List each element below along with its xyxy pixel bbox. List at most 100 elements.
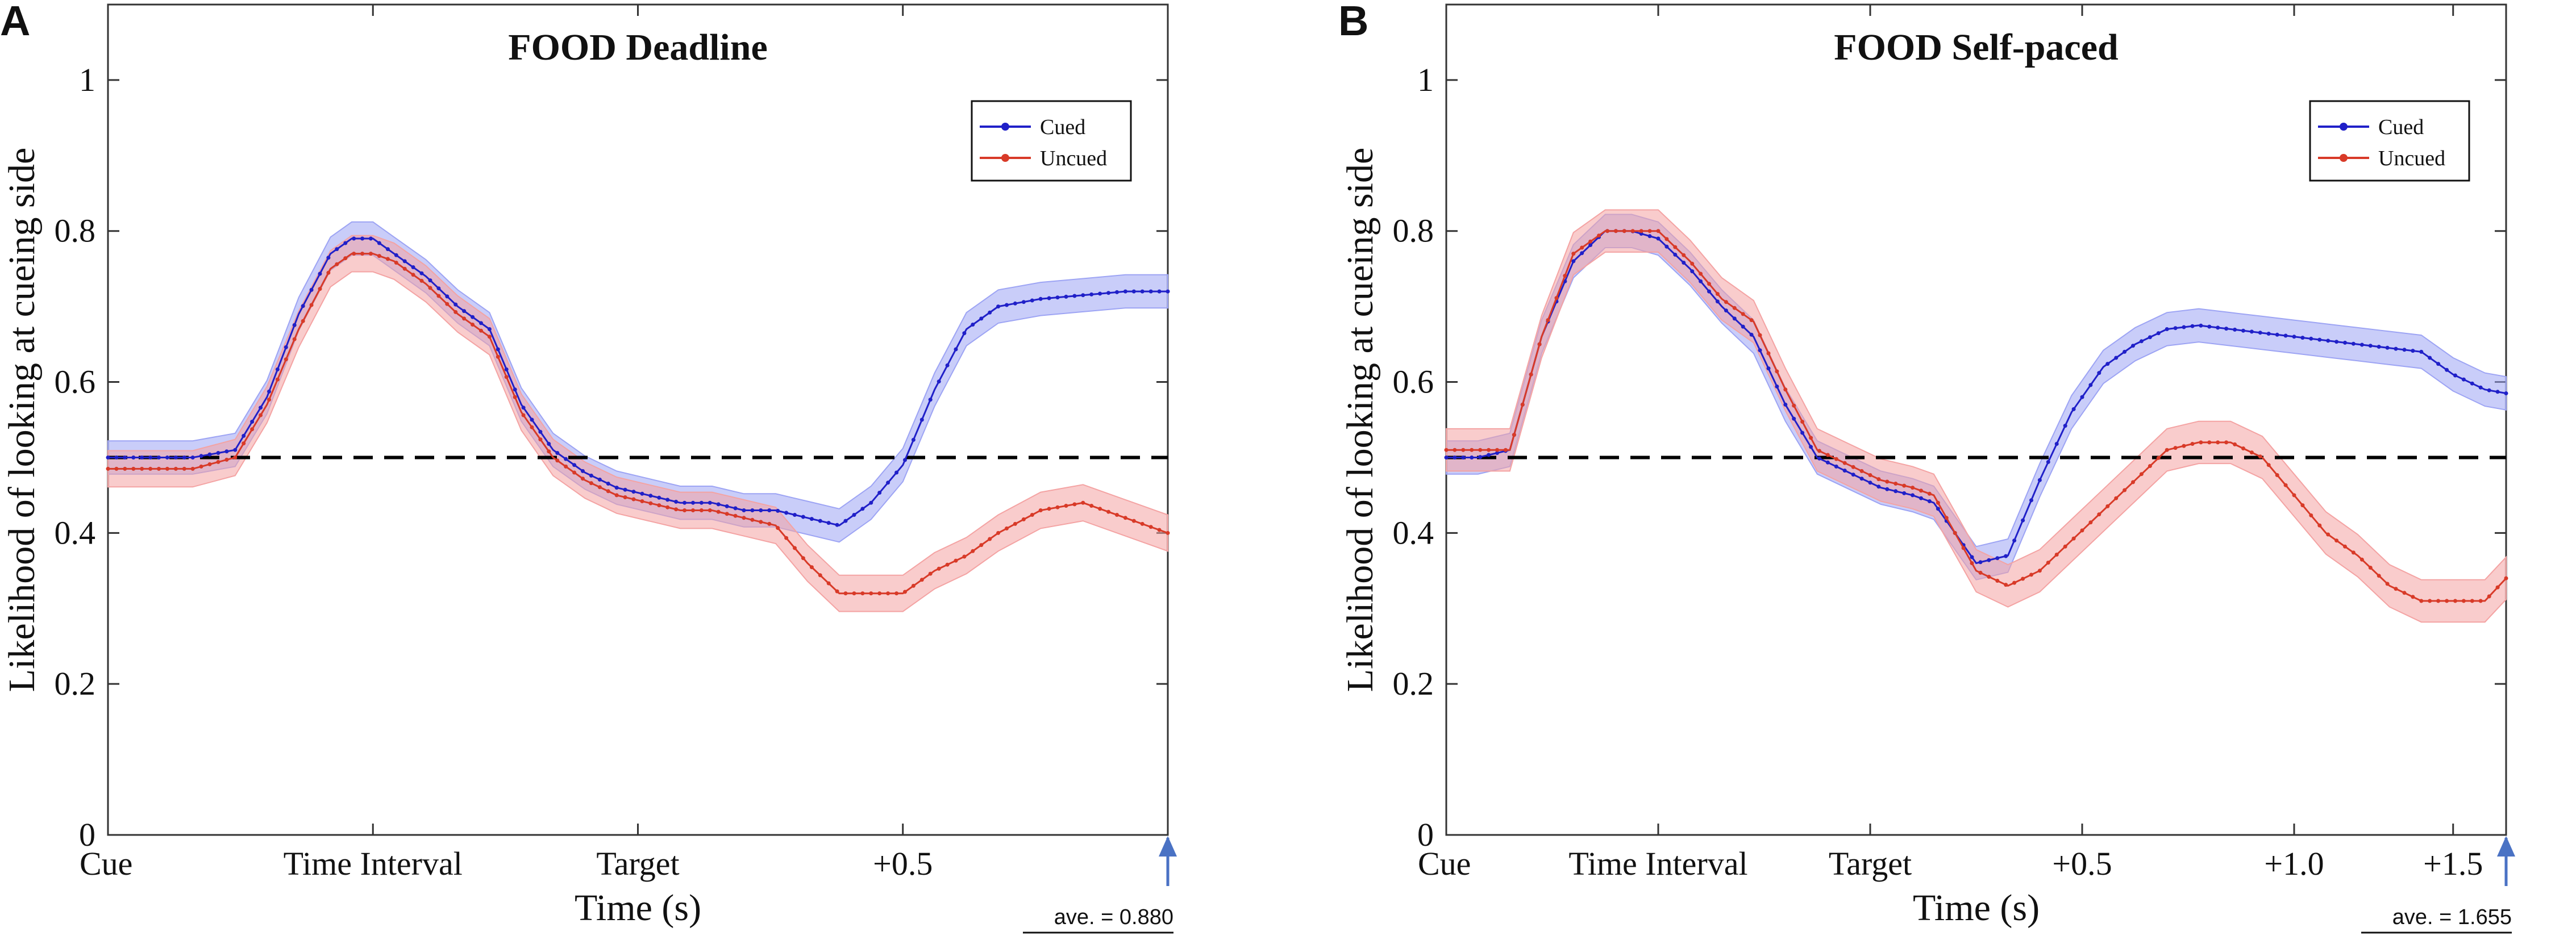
series-point-uncued (1453, 448, 1457, 452)
series-point-cued (2097, 371, 2101, 375)
series-point-cued (1851, 473, 1855, 477)
series-point-uncued (1597, 233, 1601, 238)
series-point-uncued (2402, 591, 2407, 595)
series-point-uncued (216, 459, 220, 464)
series-point-uncued (1809, 436, 1813, 440)
series-point-cued (2351, 341, 2356, 346)
series-point-cued (2233, 327, 2237, 332)
series-point-uncued (538, 437, 543, 442)
series-point-uncued (1571, 252, 1576, 256)
series-point-uncued (657, 503, 661, 508)
y-tick-label: 0.6 (1393, 364, 1434, 400)
series-point-uncued (1673, 245, 1678, 249)
series-point-uncued (148, 466, 153, 471)
series-point-uncued (2224, 440, 2229, 445)
series-point-cued (2402, 348, 2407, 352)
series-point-uncued (1013, 521, 1017, 526)
series-point-cued (2037, 478, 2042, 482)
series-point-uncued (962, 554, 967, 559)
series-point-cued (165, 456, 169, 459)
panel-a: A 0 0.2 0.4 0.6 0.8 1 Cue Time Interval Target +0.… (0, 0, 1177, 934)
series-point-cued (131, 456, 136, 459)
series-point-cued (954, 347, 958, 352)
series-point-uncued (2190, 442, 2195, 446)
series-point-cued (106, 456, 110, 459)
series-point-uncued (131, 466, 136, 471)
series-point-uncued (2165, 448, 2169, 452)
series-point-uncued (1961, 546, 1966, 550)
series-point-cued (2394, 346, 2398, 351)
series-point-cued (2029, 498, 2033, 503)
series-point-cued (996, 304, 1001, 309)
series-point-uncued (1639, 229, 1643, 233)
series-point-cued (1639, 232, 1643, 236)
chart-title: FOOD Self-paced (1834, 27, 2118, 68)
series-point-uncued (1098, 507, 1102, 511)
series-point-cued (2224, 327, 2229, 331)
series-point-uncued (597, 485, 602, 490)
series-point-cued (250, 420, 255, 424)
average-duration-note: ave. = 1.655 (2392, 905, 2512, 929)
series-point-uncued (1064, 504, 1068, 508)
series-point-cued (2021, 518, 2025, 523)
series-point-cued (776, 508, 780, 513)
series-point-cued (1123, 289, 1127, 294)
series-point-uncued (2445, 599, 2449, 603)
series-point-uncued (988, 537, 992, 541)
series-point-uncued (2114, 496, 2119, 500)
series-point-cued (199, 454, 203, 458)
series-point-uncued (1546, 318, 1550, 323)
series-point-uncued (2199, 440, 2203, 445)
series-point-uncued (1021, 517, 1026, 521)
series-point-uncued (996, 530, 1001, 535)
series-point-uncued (750, 517, 755, 522)
series-point-uncued (843, 591, 848, 596)
series-point-cued (691, 500, 695, 505)
series-point-uncued (1758, 333, 1762, 337)
series-point-cued (1664, 244, 1669, 249)
series-point-uncued (1656, 229, 1661, 233)
series-point-uncued (496, 354, 500, 359)
series-point-cued (1902, 491, 1907, 495)
y-tick-label: 0.8 (55, 212, 96, 249)
y-tick-label: 0 (79, 816, 95, 853)
series-point-cued (1013, 301, 1017, 306)
series-point-uncued (2283, 483, 2288, 487)
series-point-cued (903, 458, 907, 462)
series-point-cued (606, 482, 610, 486)
series-point-uncued (190, 466, 195, 471)
series-point-cued (2478, 385, 2483, 390)
series-point-cued (2249, 329, 2254, 334)
series-point-uncued (1741, 312, 1745, 316)
series-point-uncued (233, 456, 238, 459)
series-point-uncued (1148, 525, 1153, 529)
series-point-uncued (886, 591, 890, 596)
series-point-uncued (2377, 574, 2381, 578)
series-point-cued (733, 506, 738, 511)
series-point-cued (1766, 366, 1771, 371)
series-point-cued (394, 253, 398, 257)
series-point-uncued (224, 457, 229, 462)
series-point-cued (1970, 555, 1974, 559)
series-point-uncued (352, 252, 356, 256)
series-point-cued (284, 345, 288, 349)
series-point-uncued (2419, 599, 2424, 603)
series-point-cued (2139, 339, 2144, 344)
series-point-uncued (1953, 530, 1957, 535)
series-point-cued (1868, 481, 1872, 485)
series-point-uncued (2478, 599, 2483, 603)
panel-b: B 0 0.2 0.4 0.6 0.8 1 Cue Time Interval Target +0.… (1338, 0, 2515, 934)
series-point-uncued (2275, 473, 2279, 477)
series-point-uncued (2037, 569, 2042, 573)
series-point-cued (2495, 390, 2500, 394)
series-point-uncued (165, 466, 169, 471)
series-point-cued (1157, 289, 1162, 294)
series-point-uncued (1732, 306, 1737, 310)
series-point-uncued (2470, 599, 2474, 603)
series-point-uncued (309, 303, 314, 307)
legend-swatch-marker (1001, 154, 1009, 162)
series-point-uncued (691, 508, 695, 512)
series-point-uncued (2021, 576, 2025, 581)
x-tick-label: Time Interval (1568, 845, 1747, 882)
series-point-cued (1682, 261, 1686, 265)
